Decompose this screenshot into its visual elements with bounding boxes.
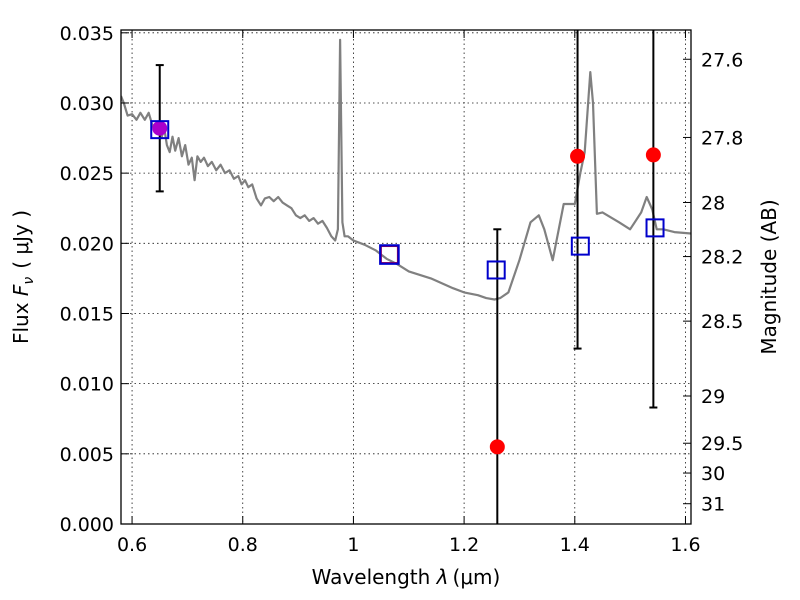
model-band-point [486,260,506,280]
y2-tick-label: 28 [701,192,725,214]
y-tick-label: 0.005 [60,444,114,466]
y-tick-label: 0.020 [60,233,114,255]
y2-axis-label: Magnitude (AB) [757,199,781,354]
y2-tick-label: 31 [701,494,725,516]
y2-tick-label: 28.2 [701,247,743,269]
x-tick-label: 1.4 [560,534,590,556]
y2-tick-label: 29 [701,386,725,408]
y2-tick-label: 28.5 [701,311,743,333]
tick-labels: 0.6 0.8 1 1.2 1.4 1.6 0.000 0.005 0.010 0.015 0.02… [60,23,744,556]
x-tick-label: 1.6 [670,534,700,556]
y-tick-label: 0.035 [60,23,114,45]
observed-flux-point [570,148,586,164]
grid-lines [121,30,691,524]
model-spectrum-line [121,38,691,301]
model-band-point [380,245,399,264]
model-band-point [645,218,665,238]
plot-frame [120,29,692,525]
y-tick-label: 0.025 [60,163,114,185]
observed-flux-point [489,439,505,455]
y2-tick-label: 29.5 [701,433,743,455]
x-tick-label: 1 [347,534,359,556]
y2-tick-label: 30 [701,463,725,485]
y-tick-label: 0.010 [60,374,114,396]
y-axis-label: Flux Fν( μJy ) [9,210,37,344]
x-tick-label: 0.8 [228,534,258,556]
y2-tick-label: 27.6 [701,49,743,71]
marker-layer [150,120,665,455]
model-band-point [570,236,590,256]
data-layer [121,38,691,301]
model-band-point-outline [379,244,400,265]
y-tick-label: 0.000 [60,514,114,536]
x-axis-label: Wavelength λ (μm) [312,565,501,589]
y2-tick-label: 27.8 [701,127,743,149]
y-tick-label: 0.015 [60,303,114,325]
errorbar-layer [155,30,658,524]
y-tick-label: 0.030 [60,93,114,115]
x-tick-label: 0.6 [117,534,147,556]
observed-flux-point [645,147,661,163]
x-tick-label: 1.2 [449,534,479,556]
observed-flux-point [152,120,168,136]
model-band-point [150,120,170,140]
tick-marks [121,30,691,525]
